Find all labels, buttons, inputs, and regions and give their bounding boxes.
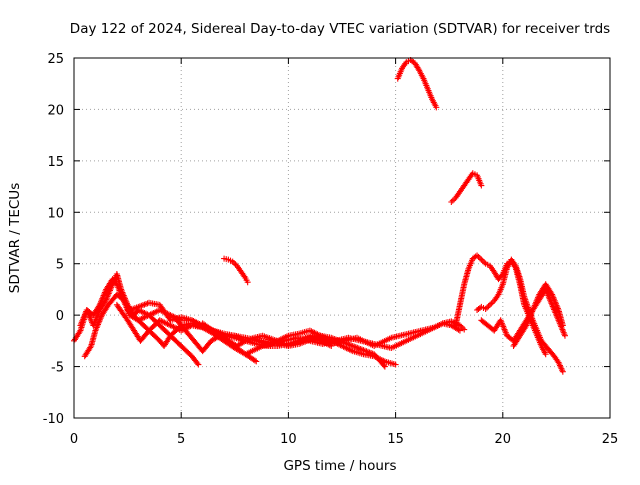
x-tick-label: 5 [177,432,185,447]
y-tick-label: 5 [56,258,64,273]
data-point-markers [221,255,251,286]
series-arc-5 [124,307,388,370]
x-axis-title: GPS time / hours [283,458,396,474]
x-tick-label: 10 [280,432,297,447]
plot-frame [73,57,611,419]
series-arc-14 [510,281,566,349]
series-arc-12 [474,256,566,375]
y-axis-title: SDTVAR / TECUs [7,183,23,293]
y-tick-label: 10 [47,206,64,221]
y-tick-label: 25 [47,52,64,67]
x-tick-label: 15 [387,432,404,447]
data-point-markers [124,307,388,370]
y-tick-label: 15 [47,155,64,170]
series-arc-2 [77,276,260,365]
series-arc-9 [394,57,440,111]
series-arc-8 [199,318,468,358]
series-arc-7 [221,255,251,286]
x-tick-label: 25 [602,432,619,447]
x-tick-label: 0 [70,432,78,447]
grid [74,58,610,418]
chart-title: Day 122 of 2024, Sidereal Day-to-day VTE… [70,21,610,37]
data-point-markers [199,318,468,358]
ticks: 0 5 10 15 20 25 -10 -5 0 5 10 15 20 25 [43,52,619,447]
y-tick-label: -5 [51,361,64,376]
series-arc-10 [448,170,485,205]
x-tick-label: 20 [495,432,512,447]
data-point-markers [474,256,566,375]
y-tick-label: 0 [56,309,64,324]
data-point-markers [448,170,485,205]
data-point-markers [394,57,440,111]
data-point-markers [77,276,260,365]
data-point-markers [510,281,566,349]
y-tick-label: 20 [47,103,64,118]
y-tick-label: -10 [43,412,64,427]
series-layer [71,57,568,375]
